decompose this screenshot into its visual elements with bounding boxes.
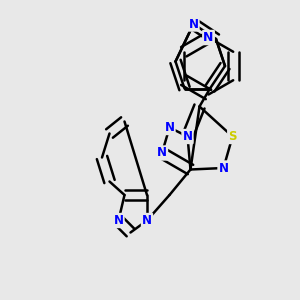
Text: N: N: [188, 17, 199, 31]
Text: N: N: [164, 121, 175, 134]
Text: N: N: [203, 31, 214, 44]
Text: N: N: [157, 146, 167, 160]
Text: N: N: [182, 130, 193, 143]
Text: N: N: [142, 214, 152, 227]
Text: N: N: [218, 161, 229, 175]
Text: N: N: [113, 214, 124, 227]
Text: S: S: [228, 130, 237, 143]
